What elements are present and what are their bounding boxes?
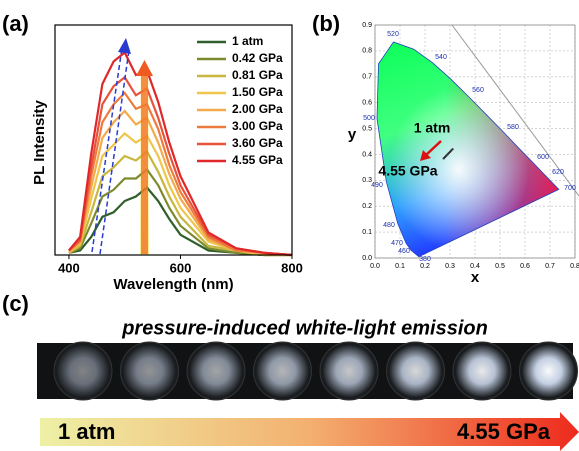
y-tick-label: 0.9 xyxy=(362,22,372,29)
wavelength-label: 580 xyxy=(507,124,519,131)
legend-label: 0.42 GPa xyxy=(232,51,283,65)
emission-glow xyxy=(522,345,575,397)
panel-b: (b) 0.0 0.1 0.2 0.3 0.4 0.5 0.6 0.7 0.8 0.0 0.1 0.2 0… xyxy=(312,11,579,286)
rise-arrow-shaft xyxy=(141,74,148,254)
wavelength-label: 490 xyxy=(371,182,383,189)
plot-frame xyxy=(374,24,576,259)
annotation: 4.55 GPa xyxy=(378,163,437,179)
bar-start-label: 1 atm xyxy=(58,419,115,444)
x-tick-label: 800 xyxy=(281,260,303,275)
y-tick-label: 0.4 xyxy=(362,151,372,158)
x-tick-label: 0.4 xyxy=(470,263,480,270)
shift-arrow-head xyxy=(118,38,131,54)
panel-label: (c) xyxy=(2,291,29,316)
wavelength-label: 700 xyxy=(564,185,576,192)
x-tick-label: 0.8 xyxy=(570,263,579,270)
wavelength-label: 620 xyxy=(552,169,564,176)
legend-label: 0.81 GPa xyxy=(232,68,283,82)
y-tick-label: 0.1 xyxy=(362,229,372,236)
y-tick-label: 0.3 xyxy=(362,177,372,184)
wavelength-label: 560 xyxy=(472,87,484,94)
panel-a: (a) 1 atm 0.42 GPa 0.81 GPa 1.50 GPa 2.00 GPa… xyxy=(2,11,303,293)
emission-glow xyxy=(389,345,442,397)
legend-label: 2.00 GPa xyxy=(232,102,283,116)
shift-arrow xyxy=(91,47,123,253)
wavelength-label: 500 xyxy=(363,115,375,122)
x-tick-label: 0.6 xyxy=(520,263,530,270)
x-axis-label: x xyxy=(471,269,480,286)
emission-glow xyxy=(256,345,309,397)
x-tick-label: 0.2 xyxy=(420,263,430,270)
panel-label: (a) xyxy=(2,11,29,36)
panel-c: (c) pressure-induced white-light emission… xyxy=(2,291,579,451)
y-tick-label: 0.6 xyxy=(362,100,372,107)
wavelength-label: 520 xyxy=(387,31,399,38)
shift-arrow xyxy=(425,140,442,156)
emission-glow xyxy=(456,345,508,397)
x-axis-label: Wavelength (nm) xyxy=(113,276,233,293)
y-axis-label: PL Intensity xyxy=(31,99,48,184)
wavelength-label: 540 xyxy=(435,54,447,61)
wavelength-label: 600 xyxy=(537,154,549,161)
y-tick-label: 0.7 xyxy=(362,74,372,81)
x-tick-label: 0.0 xyxy=(370,263,380,270)
annotation: 1 atm xyxy=(414,120,451,136)
legend-label: 3.60 GPa xyxy=(232,136,283,150)
legend-label: 1.50 GPa xyxy=(232,85,283,99)
pressure-arrow xyxy=(40,412,579,451)
x-tick-label: 400 xyxy=(58,260,80,275)
wavelength-label: 460 xyxy=(398,248,410,255)
x-tick-label: 0.7 xyxy=(545,263,555,270)
bar-end-label: 4.55 GPa xyxy=(457,419,551,444)
emission-glow xyxy=(323,345,375,397)
planck-line xyxy=(451,24,579,197)
emission-glow xyxy=(123,345,176,397)
shift-arrow-head xyxy=(420,150,431,161)
wavelength-label: 380 xyxy=(419,256,431,263)
y-tick-label: 0.0 xyxy=(362,255,372,262)
wavelength-label: 470 xyxy=(391,240,403,247)
x-tick-label: 0.1 xyxy=(395,263,405,270)
panel-title: pressure-induced white-light emission xyxy=(121,317,488,339)
y-tick-label: 0.5 xyxy=(362,125,372,132)
legend-label: 3.00 GPa xyxy=(232,119,283,133)
wavelength-label: 480 xyxy=(383,222,395,229)
legend-label: 4.55 GPa xyxy=(232,153,283,167)
shift-arrow-outline xyxy=(99,49,130,255)
emission-glow xyxy=(190,345,242,397)
legend-label: 1 atm xyxy=(232,34,263,48)
x-tick-label: 600 xyxy=(170,260,192,275)
y-tick-label: 0.8 xyxy=(362,48,372,55)
plot-frame xyxy=(54,24,293,256)
y-tick-label: 0.2 xyxy=(362,203,372,210)
y-axis-label: y xyxy=(348,126,357,143)
x-tick-label: 0.5 xyxy=(495,263,505,270)
x-tick-label: 0.3 xyxy=(445,263,455,270)
rise-arrow-head xyxy=(136,60,153,76)
chromaticity-point xyxy=(442,157,445,160)
panel-label: (b) xyxy=(312,11,340,36)
emission-glow xyxy=(57,345,109,397)
